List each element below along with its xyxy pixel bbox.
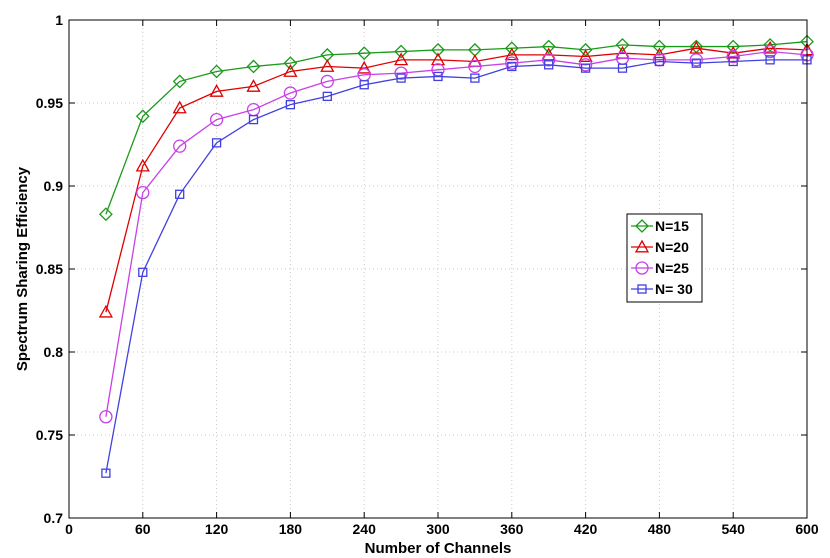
data-point: [246, 59, 261, 74]
data-point: [765, 55, 775, 65]
data-point: [396, 73, 406, 83]
y-tick-label: 0.7: [44, 510, 64, 526]
data-point: [173, 139, 187, 153]
axis-ticks: 0 60 120 180 240 300 360 420 480 540 600 0.7 0.75 0.8…: [36, 12, 819, 537]
data-point: [136, 185, 150, 200]
data-point: [430, 52, 446, 66]
data-point: [470, 73, 480, 83]
series-layer: [98, 34, 815, 478]
data-point: [99, 410, 113, 424]
x-tick-label: 540: [722, 521, 746, 537]
data-point: [689, 40, 704, 54]
data-point: [98, 304, 114, 318]
data-point: [394, 66, 408, 80]
legend-label: N=25: [655, 260, 689, 276]
x-tick-label: 240: [353, 521, 377, 537]
series-group: [101, 55, 812, 478]
legend-label: N= 30: [655, 281, 693, 297]
x-tick-label: 180: [279, 521, 303, 537]
x-tick-label: 360: [500, 521, 524, 537]
x-tick-label: 480: [648, 521, 672, 537]
data-point: [172, 74, 187, 89]
y-tick-label: 0.8: [44, 344, 64, 360]
data-point: [283, 86, 298, 100]
data-point: [689, 53, 703, 67]
data-point: [504, 47, 519, 61]
data-point: [138, 267, 148, 277]
data-point: [431, 42, 445, 57]
x-tick-label: 420: [574, 521, 598, 537]
y-tick-label: 1: [55, 12, 63, 28]
data-point: [248, 114, 259, 125]
data-point: [505, 56, 519, 70]
data-point: [728, 56, 738, 67]
data-point: [433, 71, 443, 82]
data-point: [320, 74, 334, 89]
y-axis-title: Spectrum Sharing Efficiency: [14, 166, 31, 371]
data-point: [285, 100, 296, 110]
data-point: [357, 46, 372, 61]
data-point: [135, 109, 150, 124]
data-point: [135, 158, 150, 172]
x-tick-label: 60: [135, 521, 151, 537]
data-point: [322, 91, 332, 102]
data-point: [726, 49, 740, 64]
x-axis-title: Number of Channels: [365, 540, 512, 557]
data-point: [209, 112, 224, 127]
x-tick-label: 120: [205, 521, 229, 537]
data-point: [541, 39, 556, 54]
data-point: [283, 64, 298, 77]
data-point: [762, 40, 778, 54]
data-point: [172, 100, 187, 114]
y-tick-label: 0.9: [44, 178, 64, 194]
x-tick-label: 0: [65, 521, 73, 537]
data-point: [468, 59, 482, 74]
legend-marker: [637, 284, 647, 294]
data-point: [617, 63, 628, 73]
legend-marker: [635, 219, 649, 233]
y-tick-label: 0.85: [36, 261, 63, 277]
data-point: [615, 37, 630, 52]
legend-marker: [634, 239, 650, 253]
legend-marker: [635, 261, 649, 275]
data-point: [763, 44, 777, 59]
series-line: [105, 47, 808, 313]
series-line: [105, 59, 807, 474]
data-point: [578, 49, 593, 62]
data-point: [246, 79, 261, 92]
data-point: [652, 39, 667, 54]
data-point: [507, 61, 517, 72]
series-group: [98, 34, 814, 222]
data-point: [542, 53, 556, 67]
data-point: [580, 63, 591, 73]
data-point: [357, 60, 372, 74]
data-point: [578, 58, 593, 72]
legend-label: N=20: [655, 239, 689, 255]
data-point: [209, 64, 224, 79]
data-point: [359, 80, 369, 90]
data-point: [394, 44, 409, 59]
data-point: [98, 207, 113, 222]
data-point: [175, 189, 185, 199]
series-group: [99, 44, 814, 424]
legend-label: N=15: [655, 218, 689, 234]
data-point: [209, 84, 224, 97]
legend: N=15 N=20 N=25 N= 30: [626, 213, 703, 303]
x-tick-label: 300: [426, 521, 450, 537]
y-tick-label: 0.75: [36, 427, 63, 443]
y-tick-label: 0.95: [36, 95, 63, 111]
data-point: [544, 60, 554, 70]
data-point: [320, 59, 335, 72]
data-point: [101, 468, 111, 478]
data-point: [283, 56, 298, 71]
data-point: [691, 58, 701, 68]
data-point: [654, 56, 665, 67]
x-tick-label: 600: [795, 521, 819, 537]
data-point: [393, 52, 409, 66]
data-point: [211, 138, 222, 148]
